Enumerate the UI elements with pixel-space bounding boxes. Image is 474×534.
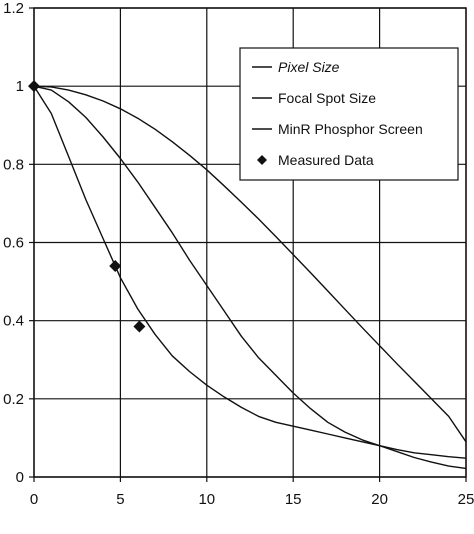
legend-label-pixel-size: Pixel Size (278, 59, 340, 75)
x-tick-label: 25 (458, 491, 474, 508)
x-tick-label: 10 (198, 491, 215, 508)
legend-swatch-measured-data (257, 155, 267, 165)
series-line-minr-phosphor-screen (33, 85, 467, 470)
data-point-measured-data (109, 259, 122, 272)
y-tick-label: 1.2 (3, 0, 24, 17)
y-tick-label: 0.8 (3, 156, 24, 173)
data-point-measured-data (133, 320, 146, 333)
x-tick-label: 20 (371, 491, 388, 508)
legend-label-focal-spot-size: Focal Spot Size (278, 90, 376, 106)
y-tick-label: 0 (16, 469, 24, 486)
x-tick-label: 5 (116, 491, 124, 508)
y-tick-label: 0.2 (3, 391, 24, 408)
y-tick-label: 0.6 (3, 235, 24, 252)
plot-frame (33, 7, 467, 478)
legend-label-minr-phosphor-screen: MinR Phosphor Screen (278, 121, 423, 137)
tick-labels: 0 0.2 0.4 0.6 0.8 1 1.2 0 5 10 15 20 25 (3, 0, 474, 508)
y-tick-label: 1 (16, 78, 24, 95)
plot-curves (33, 85, 467, 470)
y-tick-label: 0.4 (3, 313, 24, 330)
legend-label-measured-data: Measured Data (278, 152, 374, 168)
plot-markers (28, 80, 146, 333)
series-line-focal-spot-size (33, 85, 467, 459)
legend: Pixel Size Focal Spot Size MinR Phosphor S… (239, 47, 459, 181)
x-tick-label: 0 (30, 491, 38, 508)
x-tick-label: 15 (285, 491, 302, 508)
legend-box (239, 47, 459, 181)
series-line-pixel-size (33, 85, 467, 443)
